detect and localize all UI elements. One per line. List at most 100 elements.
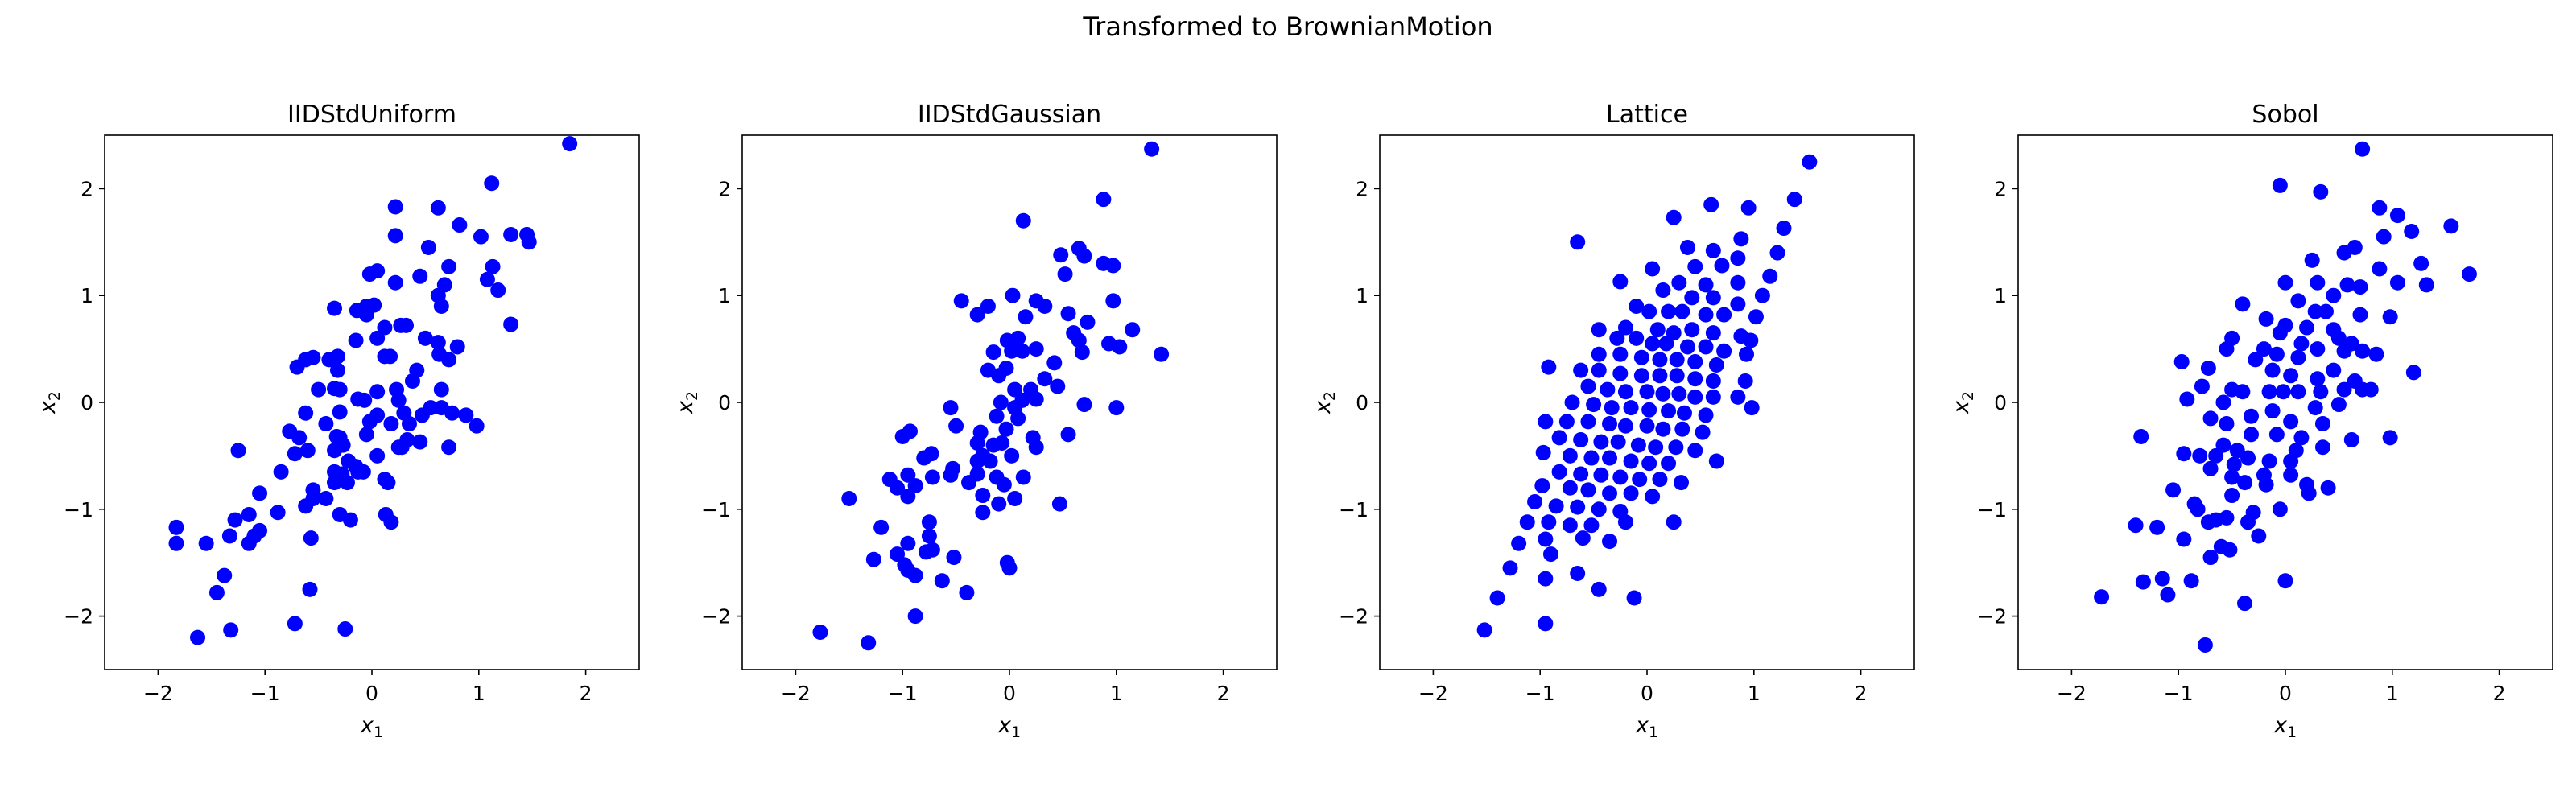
data-point <box>1703 196 1719 212</box>
data-point <box>1570 234 1586 250</box>
data-point <box>2382 430 2398 446</box>
data-point <box>2135 574 2151 590</box>
data-point <box>1623 485 1639 501</box>
data-point <box>327 475 343 491</box>
data-point <box>2235 384 2251 400</box>
data-point <box>1687 371 1703 387</box>
data-point <box>417 330 433 346</box>
x-tick-label: 2 <box>1217 682 1230 705</box>
data-point <box>2256 341 2272 357</box>
data-point <box>1591 346 1607 362</box>
y-tick-label: 2 <box>80 177 93 200</box>
data-point <box>1669 352 1685 368</box>
data-point <box>168 519 184 535</box>
data-point <box>380 475 396 491</box>
data-point <box>2208 447 2224 464</box>
y-tick-label: −2 <box>701 605 731 629</box>
data-point <box>330 348 346 365</box>
data-point <box>1570 565 1586 581</box>
data-point <box>1154 346 1170 362</box>
data-point <box>1604 400 1620 416</box>
data-point <box>441 352 457 368</box>
x-tick-label: −2 <box>2057 682 2087 705</box>
data-point <box>2313 384 2329 400</box>
data-point <box>377 319 393 336</box>
data-point <box>1652 352 1668 368</box>
data-point <box>287 616 303 632</box>
data-point <box>1562 517 1578 534</box>
data-point <box>318 491 334 507</box>
data-point <box>1708 357 1724 373</box>
data-point <box>900 489 916 505</box>
data-point <box>485 258 501 274</box>
data-point <box>921 514 937 530</box>
data-point <box>1617 319 1633 336</box>
data-point <box>2318 303 2334 319</box>
data-point <box>2200 361 2216 377</box>
scatter-series <box>2094 141 2477 653</box>
x-axis-label: x1 <box>997 713 1021 741</box>
data-point <box>1535 444 1551 460</box>
data-point <box>1743 332 1759 348</box>
data-point <box>1666 325 1682 341</box>
data-point <box>1541 359 1557 375</box>
x-axis-label: x1 <box>360 713 383 741</box>
data-point <box>1623 453 1639 469</box>
data-point <box>2154 571 2170 587</box>
subplot-iidstduniform: −2 −1 0 1 2 −2 −1 0 1 2 IIDStdUniform x1 x2 <box>35 101 640 741</box>
data-point <box>1112 339 1128 355</box>
data-point <box>994 435 1010 451</box>
data-point <box>1600 381 1616 398</box>
data-point <box>2275 384 2291 400</box>
data-point <box>1786 192 1802 208</box>
y-tick-label: 2 <box>1994 177 2007 200</box>
data-point <box>2304 252 2320 268</box>
data-point <box>458 407 474 423</box>
data-point <box>1573 466 1589 482</box>
data-point <box>2264 362 2281 378</box>
data-point <box>916 450 932 466</box>
subplot-title: IIDStdUniform <box>287 101 456 129</box>
data-point <box>1610 434 1626 450</box>
data-point <box>969 453 985 469</box>
data-point <box>2389 208 2405 224</box>
data-point <box>1489 590 1505 606</box>
data-point <box>2352 307 2368 323</box>
data-point <box>1617 418 1633 434</box>
data-point <box>2219 416 2235 432</box>
data-point <box>1015 212 1031 229</box>
data-point <box>1629 298 1645 314</box>
data-point <box>2268 427 2285 443</box>
data-point <box>1538 571 1554 587</box>
data-point <box>2404 224 2420 240</box>
data-point <box>1716 307 1732 323</box>
data-point <box>934 573 950 589</box>
subplot-title: IIDStdGaussian <box>918 101 1101 129</box>
data-point <box>1714 258 1730 274</box>
data-point <box>2277 274 2293 291</box>
data-point <box>361 414 378 430</box>
y-tick-label: −1 <box>64 498 93 521</box>
x-tick-label: −1 <box>2164 682 2194 705</box>
y-tick-label: 1 <box>80 284 93 307</box>
data-point <box>1626 590 1642 606</box>
data-point <box>989 408 1005 424</box>
data-point <box>2330 330 2347 346</box>
data-point <box>2229 443 2245 459</box>
data-point <box>369 447 386 464</box>
data-point <box>2194 378 2210 394</box>
data-point <box>1057 266 1073 282</box>
data-point <box>1580 414 1596 430</box>
data-point <box>469 418 485 434</box>
data-point <box>398 317 414 333</box>
data-point <box>390 392 407 408</box>
data-point <box>2237 596 2253 612</box>
data-point <box>2219 341 2235 357</box>
x-tick-label: −1 <box>250 682 280 705</box>
data-point <box>961 475 977 491</box>
data-point <box>2272 177 2288 193</box>
data-point <box>2248 352 2264 368</box>
data-point <box>2251 528 2267 544</box>
data-point <box>332 404 348 420</box>
data-point <box>1617 514 1633 530</box>
